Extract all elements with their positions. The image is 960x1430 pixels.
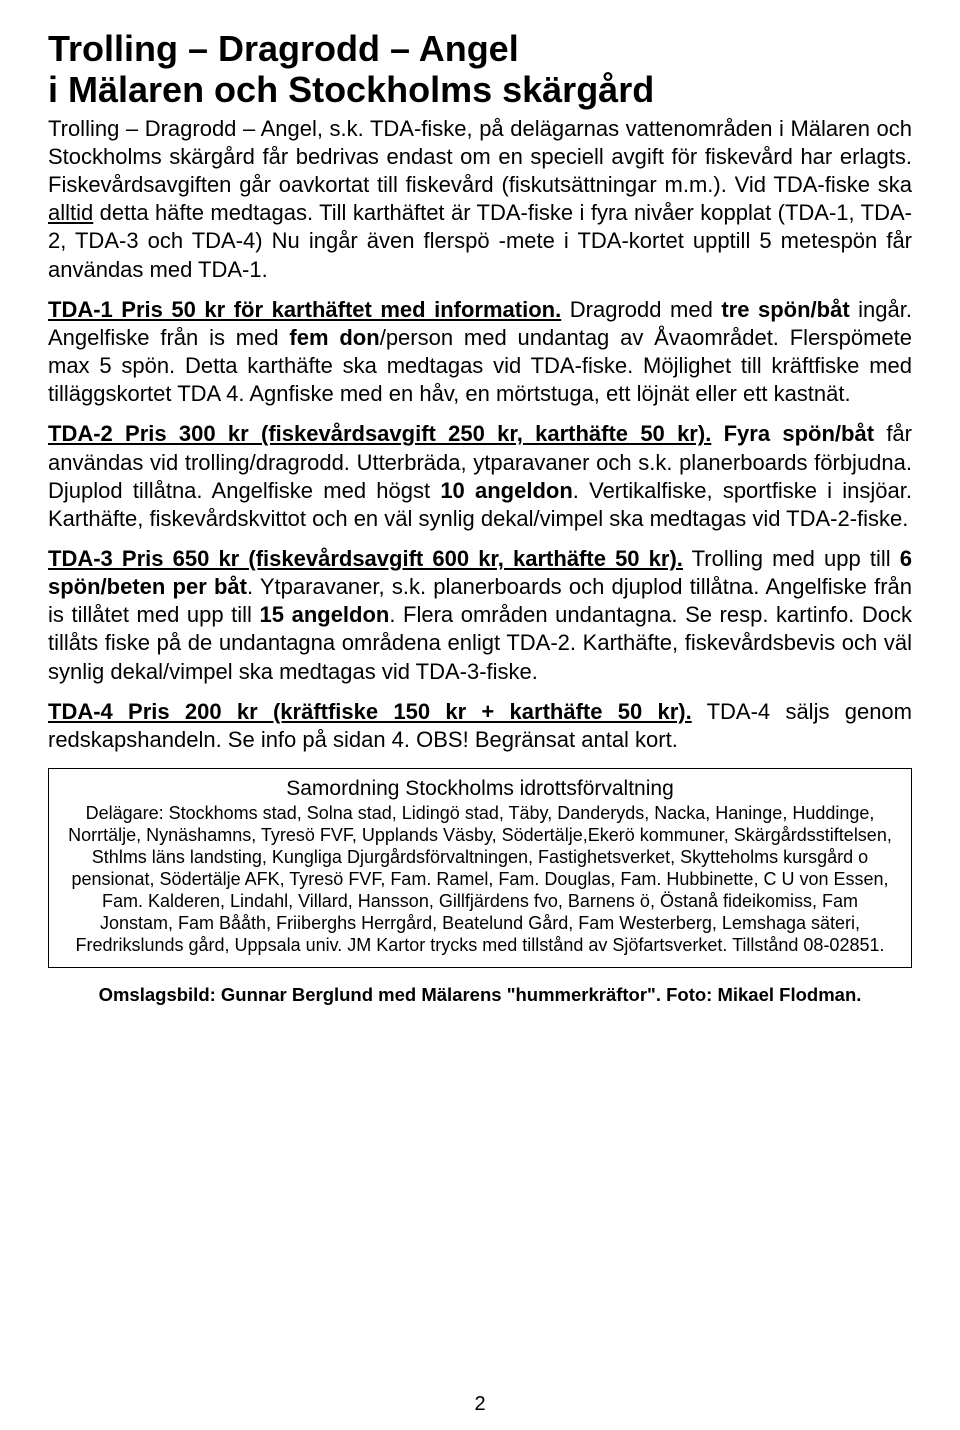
cover-caption: Omslagsbild: Gunnar Berglund med Mälaren… (48, 984, 912, 1006)
intro-pre: Trolling – Dragrodd – Angel, s.k. TDA-fi… (48, 116, 912, 197)
page-title: Trolling – Dragrodd – Angel i Mälaren oc… (48, 28, 912, 111)
tda3-paragraph: TDA-3 Pris 650 kr (fiskevårdsavgift 600 … (48, 545, 912, 686)
tda2-seg1 (711, 421, 723, 446)
tda1-b2: fem don (289, 325, 379, 350)
intro-paragraph: Trolling – Dragrodd – Angel, s.k. TDA-fi… (48, 115, 912, 284)
title-line-1: Trolling – Dragrodd – Angel (48, 28, 519, 69)
title-line-2: i Mälaren och Stockholms skärgård (48, 69, 654, 110)
intro-post: detta häfte medtagas. Till karthäftet är… (48, 200, 912, 281)
tda2-b1: Fyra spön/båt (724, 421, 874, 446)
tda1-b1: tre spön/båt (721, 297, 849, 322)
tda3-b2: 15 angeldon (260, 602, 390, 627)
page-number: 2 (0, 1393, 960, 1416)
tda4-paragraph: TDA-4 Pris 200 kr (kräftfiske 150 kr + k… (48, 698, 912, 754)
intro-underlined: alltid (48, 200, 93, 225)
box-title: Samordning Stockholms idrottsförvaltning (63, 777, 897, 801)
tda1-seg1: Dragrodd med (561, 297, 721, 322)
tda2-paragraph: TDA-2 Pris 300 kr (fiskevårdsavgift 250 … (48, 420, 912, 533)
tda1-head: TDA-1 Pris 50 kr för karthäftet med info… (48, 297, 561, 322)
tda1-paragraph: TDA-1 Pris 50 kr för karthäftet med info… (48, 296, 912, 409)
tda4-head: TDA-4 Pris 200 kr (kräftfiske 150 kr + k… (48, 699, 692, 724)
box-body: Delägare: Stockhoms stad, Solna stad, Li… (63, 803, 897, 957)
tda2-head: TDA-2 Pris 300 kr (fiskevårdsavgift 250 … (48, 421, 711, 446)
tda3-seg1: Trolling med upp till (683, 546, 900, 571)
coordination-box: Samordning Stockholms idrottsförvaltning… (48, 768, 912, 968)
tda2-b2: 10 angeldon (440, 478, 572, 503)
tda3-head: TDA-3 Pris 650 kr (fiskevårdsavgift 600 … (48, 546, 683, 571)
